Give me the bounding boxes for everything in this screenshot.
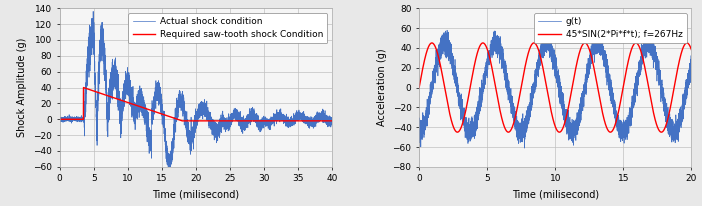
45*SIN(2*Pi*f*t); f=267Hz bbox=[429, 42, 437, 44]
45*SIN(2*Pi*f*t); f=267Hz bbox=[588, 59, 597, 61]
g(t) bbox=[687, 66, 696, 68]
Y-axis label: Shock Amplitude (g): Shock Amplitude (g) bbox=[18, 38, 27, 137]
g(t) bbox=[646, 24, 654, 26]
Line: g(t): g(t) bbox=[419, 25, 691, 148]
g(t) bbox=[617, 124, 625, 126]
g(t) bbox=[520, 147, 529, 149]
Actual shock condition bbox=[328, 124, 336, 126]
Y-axis label: Acceleration (g): Acceleration (g) bbox=[377, 49, 387, 126]
Actual shock condition bbox=[121, 83, 130, 86]
Required saw-tooth shock Condition bbox=[55, 118, 64, 121]
Required saw-tooth shock Condition bbox=[328, 120, 336, 122]
Legend: Actual shock condition, Required saw-tooth shock Condition: Actual shock condition, Required saw-too… bbox=[128, 13, 328, 43]
Line: Required saw-tooth shock Condition: Required saw-tooth shock Condition bbox=[60, 88, 332, 121]
g(t) bbox=[514, 125, 522, 128]
45*SIN(2*Pi*f*t); f=267Hz bbox=[657, 131, 665, 133]
Line: Actual shock condition: Actual shock condition bbox=[60, 11, 332, 171]
Required saw-tooth shock Condition bbox=[79, 86, 88, 89]
Actual shock condition bbox=[120, 80, 128, 82]
g(t) bbox=[576, 120, 585, 122]
Actual shock condition bbox=[178, 105, 186, 108]
45*SIN(2*Pi*f*t); f=267Hz bbox=[576, 49, 585, 51]
Legend: g(t), 45*SIN(2*Pi*f*t); f=267Hz: g(t), 45*SIN(2*Pi*f*t); f=267Hz bbox=[534, 13, 687, 43]
Required saw-tooth shock Condition bbox=[178, 120, 187, 122]
45*SIN(2*Pi*f*t); f=267Hz bbox=[617, 98, 625, 100]
X-axis label: Time (milisecond): Time (milisecond) bbox=[512, 189, 599, 199]
g(t) bbox=[631, 92, 640, 94]
g(t) bbox=[429, 78, 437, 80]
Actual shock condition bbox=[158, 103, 166, 105]
Actual shock condition bbox=[89, 10, 98, 13]
45*SIN(2*Pi*f*t); f=267Hz bbox=[514, 104, 522, 107]
Required saw-tooth shock Condition bbox=[79, 118, 88, 121]
Actual shock condition bbox=[326, 118, 334, 121]
Actual shock condition bbox=[55, 117, 64, 120]
45*SIN(2*Pi*f*t); f=267Hz bbox=[682, 42, 691, 44]
Line: 45*SIN(2*Pi*f*t); f=267Hz: 45*SIN(2*Pi*f*t); f=267Hz bbox=[419, 43, 691, 132]
45*SIN(2*Pi*f*t); f=267Hz bbox=[631, 42, 640, 44]
g(t) bbox=[588, 59, 597, 61]
Actual shock condition bbox=[119, 104, 127, 107]
45*SIN(2*Pi*f*t); f=267Hz bbox=[415, 86, 423, 89]
g(t) bbox=[415, 129, 423, 131]
45*SIN(2*Pi*f*t); f=267Hz bbox=[687, 49, 696, 51]
X-axis label: Time (milisecond): Time (milisecond) bbox=[152, 189, 239, 199]
Actual shock condition bbox=[166, 170, 174, 173]
